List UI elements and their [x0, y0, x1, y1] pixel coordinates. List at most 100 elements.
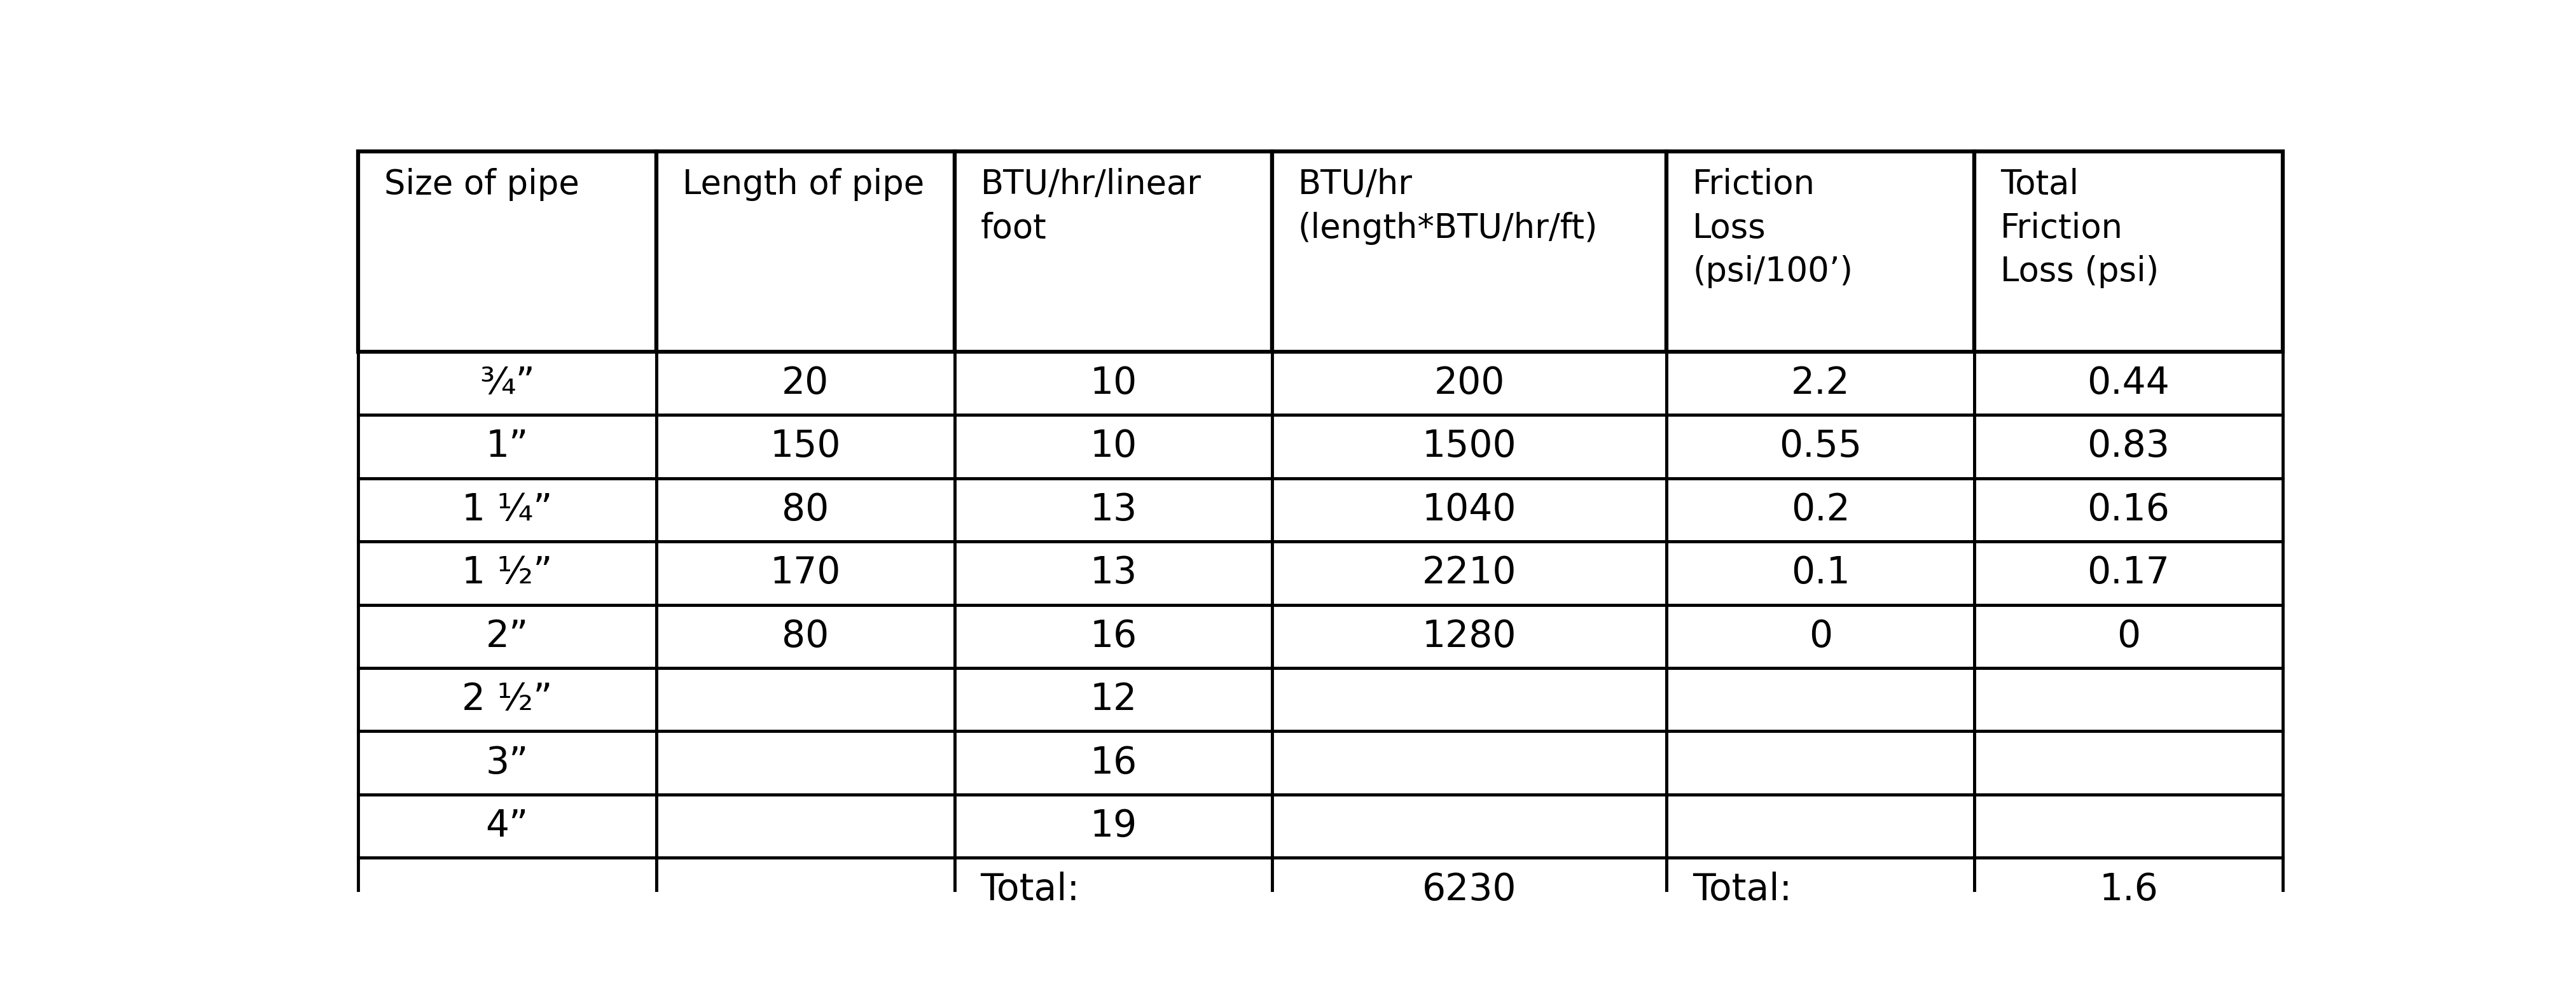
Text: Size of pipe: Size of pipe: [384, 168, 580, 201]
Text: 1040: 1040: [1422, 492, 1517, 528]
Text: 6230: 6230: [1422, 872, 1517, 908]
Text: 200: 200: [1435, 365, 1504, 402]
Bar: [358, 151, 657, 352]
Bar: [1976, 795, 2282, 858]
Text: 170: 170: [770, 555, 840, 591]
Bar: [956, 795, 1273, 858]
Bar: [1976, 415, 2282, 478]
Bar: [358, 731, 657, 795]
Text: BTU/hr/linear
foot: BTU/hr/linear foot: [981, 168, 1200, 244]
Text: 1500: 1500: [1422, 429, 1517, 465]
Bar: [657, 478, 956, 541]
Text: Total
Friction
Loss (psi): Total Friction Loss (psi): [2002, 168, 2159, 289]
Bar: [956, 478, 1273, 541]
Text: 0.44: 0.44: [2087, 365, 2169, 402]
Text: 20: 20: [781, 365, 829, 402]
Bar: [1273, 858, 1667, 921]
Bar: [1976, 151, 2282, 352]
Bar: [1273, 731, 1667, 795]
Bar: [1976, 352, 2282, 415]
Bar: [358, 541, 657, 605]
Text: Total:: Total:: [981, 872, 1079, 908]
Text: 13: 13: [1090, 555, 1136, 591]
Bar: [956, 605, 1273, 668]
Bar: [956, 415, 1273, 478]
Bar: [1667, 731, 1976, 795]
Text: 19: 19: [1090, 808, 1136, 845]
Bar: [1667, 352, 1976, 415]
Bar: [1976, 858, 2282, 921]
Text: 0.55: 0.55: [1780, 429, 1862, 465]
Text: 16: 16: [1090, 744, 1136, 782]
Bar: [358, 478, 657, 541]
Bar: [956, 541, 1273, 605]
Text: 3”: 3”: [487, 744, 528, 782]
Bar: [1273, 478, 1667, 541]
Text: 13: 13: [1090, 492, 1136, 528]
Bar: [1667, 795, 1976, 858]
Text: 150: 150: [770, 429, 840, 465]
Bar: [657, 858, 956, 921]
Bar: [1667, 151, 1976, 352]
Bar: [657, 795, 956, 858]
Bar: [358, 415, 657, 478]
Bar: [358, 858, 657, 921]
Text: 2.2: 2.2: [1790, 365, 1850, 402]
Bar: [1976, 731, 2282, 795]
Text: 0.2: 0.2: [1790, 492, 1850, 528]
Text: 1.6: 1.6: [2099, 872, 2159, 908]
Text: 12: 12: [1090, 681, 1136, 717]
Bar: [1976, 478, 2282, 541]
Text: 4”: 4”: [487, 808, 528, 845]
Bar: [358, 605, 657, 668]
Bar: [956, 668, 1273, 731]
Bar: [1976, 668, 2282, 731]
Bar: [1273, 605, 1667, 668]
Bar: [1667, 605, 1976, 668]
Bar: [657, 541, 956, 605]
Text: Friction
Loss
(psi/100’): Friction Loss (psi/100’): [1692, 168, 1852, 289]
Bar: [1273, 151, 1667, 352]
Bar: [1667, 415, 1976, 478]
Bar: [1667, 858, 1976, 921]
Text: ¾”: ¾”: [479, 365, 536, 402]
Bar: [1273, 352, 1667, 415]
Text: 1 ¼”: 1 ¼”: [461, 492, 551, 528]
Bar: [1273, 668, 1667, 731]
Bar: [358, 352, 657, 415]
Bar: [956, 731, 1273, 795]
Text: 0.83: 0.83: [2087, 429, 2169, 465]
Text: 80: 80: [781, 618, 829, 654]
Text: 0.17: 0.17: [2087, 555, 2169, 591]
Bar: [657, 415, 956, 478]
Text: 10: 10: [1090, 429, 1136, 465]
Text: 1 ½”: 1 ½”: [461, 555, 551, 591]
Text: BTU/hr
(length*BTU/hr/ft): BTU/hr (length*BTU/hr/ft): [1298, 168, 1597, 244]
Bar: [1667, 541, 1976, 605]
Bar: [657, 151, 956, 352]
Bar: [1976, 541, 2282, 605]
Text: 0: 0: [2117, 618, 2141, 654]
Text: 0.16: 0.16: [2087, 492, 2169, 528]
Bar: [1273, 795, 1667, 858]
Bar: [657, 731, 956, 795]
Bar: [1667, 478, 1976, 541]
Bar: [358, 795, 657, 858]
Text: 10: 10: [1090, 365, 1136, 402]
Text: 0: 0: [1808, 618, 1832, 654]
Text: 1”: 1”: [487, 429, 528, 465]
Bar: [956, 352, 1273, 415]
Text: Length of pipe: Length of pipe: [683, 168, 925, 201]
Bar: [1273, 415, 1667, 478]
Bar: [1273, 541, 1667, 605]
Text: 16: 16: [1090, 618, 1136, 654]
Text: 2 ½”: 2 ½”: [461, 681, 551, 717]
Bar: [657, 605, 956, 668]
Text: 1280: 1280: [1422, 618, 1517, 654]
Bar: [956, 151, 1273, 352]
Bar: [956, 858, 1273, 921]
Text: 2210: 2210: [1422, 555, 1517, 591]
Bar: [657, 668, 956, 731]
Text: 80: 80: [781, 492, 829, 528]
Text: Total:: Total:: [1692, 872, 1793, 908]
